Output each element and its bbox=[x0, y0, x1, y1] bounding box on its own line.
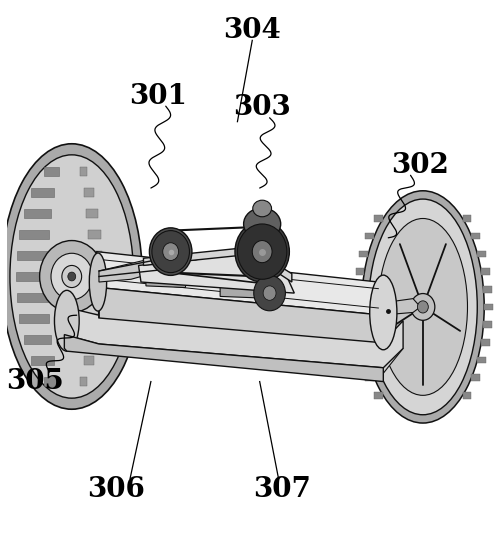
Ellipse shape bbox=[361, 191, 483, 423]
Circle shape bbox=[68, 272, 76, 281]
Bar bbox=[89, 272, 103, 281]
Ellipse shape bbox=[253, 200, 271, 217]
Polygon shape bbox=[143, 247, 291, 282]
Bar bbox=[86, 335, 98, 344]
Polygon shape bbox=[146, 275, 185, 288]
Bar bbox=[476, 251, 485, 257]
Bar bbox=[86, 209, 98, 218]
Bar bbox=[88, 251, 102, 260]
Text: 301: 301 bbox=[129, 84, 187, 110]
Bar bbox=[355, 268, 364, 275]
Circle shape bbox=[62, 265, 82, 288]
Bar bbox=[462, 215, 470, 222]
Polygon shape bbox=[219, 286, 262, 298]
Bar bbox=[352, 304, 361, 310]
Circle shape bbox=[162, 243, 178, 260]
Bar bbox=[80, 377, 87, 386]
Bar bbox=[359, 357, 368, 363]
Bar bbox=[24, 209, 51, 218]
Bar bbox=[365, 374, 374, 381]
Circle shape bbox=[40, 241, 104, 312]
Polygon shape bbox=[99, 288, 383, 343]
Bar bbox=[17, 251, 48, 260]
Bar bbox=[80, 167, 87, 176]
Bar bbox=[359, 251, 368, 257]
Circle shape bbox=[152, 231, 189, 273]
Ellipse shape bbox=[2, 144, 142, 409]
Bar bbox=[17, 293, 48, 302]
Text: 306: 306 bbox=[87, 476, 145, 503]
Bar bbox=[355, 339, 364, 346]
Bar bbox=[374, 392, 382, 399]
Polygon shape bbox=[64, 335, 383, 382]
Bar bbox=[482, 321, 491, 328]
Bar bbox=[32, 356, 54, 365]
Circle shape bbox=[253, 275, 285, 311]
Bar bbox=[44, 377, 59, 386]
Ellipse shape bbox=[10, 155, 133, 398]
Bar bbox=[374, 215, 382, 222]
Bar bbox=[88, 293, 102, 302]
Circle shape bbox=[234, 221, 289, 282]
Bar bbox=[462, 392, 470, 399]
Ellipse shape bbox=[243, 208, 280, 240]
Bar bbox=[353, 286, 362, 293]
Bar bbox=[88, 314, 101, 323]
Bar bbox=[84, 188, 94, 197]
Bar bbox=[16, 272, 47, 281]
Text: 304: 304 bbox=[223, 17, 281, 44]
Bar bbox=[88, 230, 101, 239]
Circle shape bbox=[410, 294, 434, 320]
Bar bbox=[482, 286, 491, 293]
Circle shape bbox=[382, 304, 393, 317]
Ellipse shape bbox=[378, 218, 466, 395]
Text: 302: 302 bbox=[391, 153, 448, 179]
Ellipse shape bbox=[89, 253, 106, 311]
Polygon shape bbox=[96, 252, 99, 318]
Circle shape bbox=[417, 301, 427, 313]
Bar bbox=[365, 233, 374, 239]
Text: 307: 307 bbox=[253, 476, 310, 503]
Bar bbox=[353, 321, 362, 328]
Circle shape bbox=[252, 241, 272, 263]
Bar bbox=[470, 374, 479, 381]
Bar bbox=[44, 167, 59, 176]
Bar bbox=[20, 314, 49, 323]
Circle shape bbox=[51, 253, 92, 300]
Circle shape bbox=[263, 286, 276, 300]
Bar bbox=[24, 335, 51, 344]
Polygon shape bbox=[62, 321, 402, 373]
Bar bbox=[480, 268, 489, 275]
Ellipse shape bbox=[368, 199, 476, 415]
Polygon shape bbox=[96, 252, 383, 315]
Circle shape bbox=[237, 224, 286, 279]
Bar bbox=[20, 230, 49, 239]
Bar bbox=[470, 233, 479, 239]
Text: 305: 305 bbox=[6, 368, 64, 395]
Circle shape bbox=[149, 228, 191, 275]
Bar bbox=[483, 304, 492, 310]
Bar bbox=[476, 357, 485, 363]
Polygon shape bbox=[138, 246, 294, 293]
Polygon shape bbox=[378, 299, 419, 316]
Bar bbox=[32, 188, 54, 197]
Polygon shape bbox=[64, 307, 402, 368]
Polygon shape bbox=[99, 257, 170, 282]
Bar bbox=[84, 356, 94, 365]
Ellipse shape bbox=[369, 275, 396, 349]
Bar bbox=[480, 339, 489, 346]
Ellipse shape bbox=[54, 290, 79, 351]
Text: 303: 303 bbox=[233, 95, 291, 121]
